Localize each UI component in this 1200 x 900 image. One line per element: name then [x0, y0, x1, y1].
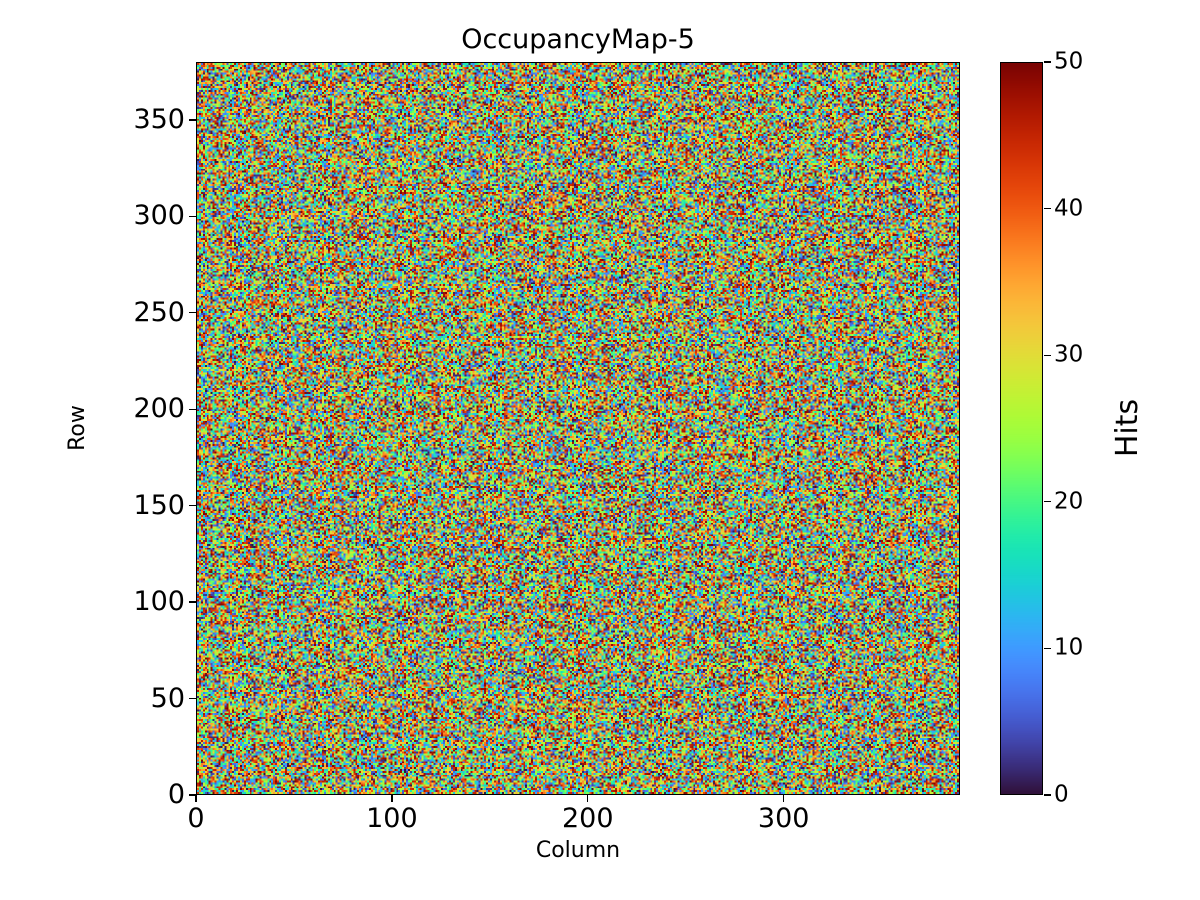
y-axis-tick-label: 350: [133, 103, 185, 135]
x-axis-tick: [587, 795, 589, 802]
heatmap-image: [197, 63, 959, 794]
y-axis-tick: [189, 505, 196, 507]
y-axis-tick: [189, 697, 196, 700]
y-axis-tick: [189, 408, 196, 410]
y-axis-tick-label: 100: [133, 586, 185, 618]
colorbar-tick-label: 10: [1054, 634, 1084, 661]
x-axis-tick-label: 300: [757, 803, 810, 834]
colorbar: [1000, 62, 1043, 795]
x-axis-tick: [195, 795, 197, 802]
y-axis-tick-label: 0: [167, 779, 185, 810]
x-axis-label: Column: [535, 838, 621, 863]
colorbar-tick: [1044, 61, 1051, 63]
y-axis-label: Row: [65, 405, 90, 451]
y-axis-tick: [189, 794, 196, 796]
colorbar-tick-label: 0: [1054, 781, 1069, 808]
page-title: OccupancyMap-5: [461, 24, 695, 55]
colorbar-tick: [1044, 794, 1051, 796]
colorbar-tick: [1044, 501, 1051, 503]
y-axis-tick-label: 150: [133, 489, 185, 521]
x-axis-tick-label: 100: [366, 803, 418, 834]
colorbar-label: Hits: [1110, 398, 1145, 458]
y-axis-tick-label: 250: [133, 296, 185, 328]
heatmap-plot-area: [196, 62, 960, 795]
y-axis-tick: [189, 601, 196, 603]
colorbar-tick: [1044, 354, 1051, 356]
colorbar-tick: [1044, 647, 1051, 650]
y-axis-tick-label: 200: [133, 393, 185, 425]
y-axis-tick: [189, 119, 196, 121]
y-axis-tick: [189, 215, 196, 217]
x-axis-tick-label: 200: [562, 803, 614, 834]
y-axis-tick-label: 300: [133, 200, 185, 232]
colorbar-tick-label: 30: [1054, 341, 1084, 368]
y-axis-tick: [189, 312, 196, 314]
colorbar-tick-label: 20: [1054, 488, 1084, 515]
colorbar-tick-label: 40: [1054, 195, 1084, 222]
x-axis-tick: [783, 795, 785, 802]
colorbar-tick-label: 50: [1054, 48, 1084, 75]
x-axis-tick-label: 0: [187, 803, 205, 834]
y-axis-tick-label: 50: [150, 682, 185, 714]
x-axis-tick: [391, 795, 393, 802]
colorbar-gradient: [1001, 63, 1042, 794]
colorbar-tick: [1044, 207, 1051, 210]
